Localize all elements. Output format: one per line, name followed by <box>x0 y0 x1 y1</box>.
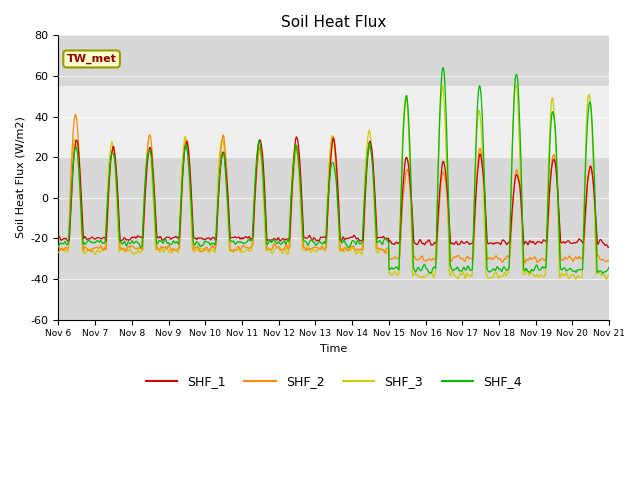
SHF_2 <box>362 187 369 193</box>
SHF_3 <box>362 164 369 170</box>
SHF_1 <box>604 244 612 250</box>
SHF_4 <box>572 269 580 275</box>
Line: SHF_3: SHF_3 <box>58 85 609 279</box>
SHF_2 <box>572 254 580 260</box>
SHF_2 <box>72 112 79 118</box>
Bar <box>58 86 609 157</box>
SHF_3 <box>54 250 62 255</box>
SHF_1 <box>572 240 580 245</box>
SHF_3 <box>605 272 613 277</box>
SHF_3 <box>572 276 580 282</box>
SHF_1 <box>605 244 613 250</box>
SHF_2 <box>54 243 62 249</box>
SHF_4 <box>349 238 357 244</box>
SHF_4 <box>54 243 62 249</box>
SHF_4 <box>494 264 502 270</box>
SHF_3 <box>349 246 357 252</box>
SHF_4 <box>439 65 447 71</box>
SHF_2 <box>522 260 529 265</box>
SHF_1 <box>362 182 369 188</box>
Line: SHF_4: SHF_4 <box>58 68 609 273</box>
SHF_2 <box>209 243 216 249</box>
Legend: SHF_1, SHF_2, SHF_3, SHF_4: SHF_1, SHF_2, SHF_3, SHF_4 <box>141 370 527 393</box>
SHF_3 <box>494 273 502 278</box>
SHF_2 <box>494 256 502 262</box>
SHF_1 <box>292 134 300 140</box>
SHF_2 <box>605 258 613 264</box>
Line: SHF_2: SHF_2 <box>58 115 609 263</box>
Line: SHF_1: SHF_1 <box>58 137 609 247</box>
SHF_3 <box>557 274 564 280</box>
SHF_4 <box>599 270 607 276</box>
SHF_4 <box>362 179 369 185</box>
SHF_3 <box>572 276 579 282</box>
SHF_4 <box>557 266 564 272</box>
SHF_1 <box>494 240 502 246</box>
SHF_1 <box>54 232 62 238</box>
SHF_1 <box>208 235 216 241</box>
Title: Soil Heat Flux: Soil Heat Flux <box>281 15 387 30</box>
SHF_2 <box>557 257 564 263</box>
SHF_1 <box>557 239 564 245</box>
SHF_4 <box>208 240 216 246</box>
SHF_3 <box>208 247 216 253</box>
Text: TW_met: TW_met <box>67 54 116 64</box>
X-axis label: Time: Time <box>320 344 348 354</box>
SHF_4 <box>605 264 613 270</box>
Y-axis label: Soil Heat Flux (W/m2): Soil Heat Flux (W/m2) <box>15 117 25 239</box>
SHF_2 <box>350 243 358 249</box>
SHF_1 <box>350 232 358 238</box>
SHF_3 <box>512 82 520 88</box>
